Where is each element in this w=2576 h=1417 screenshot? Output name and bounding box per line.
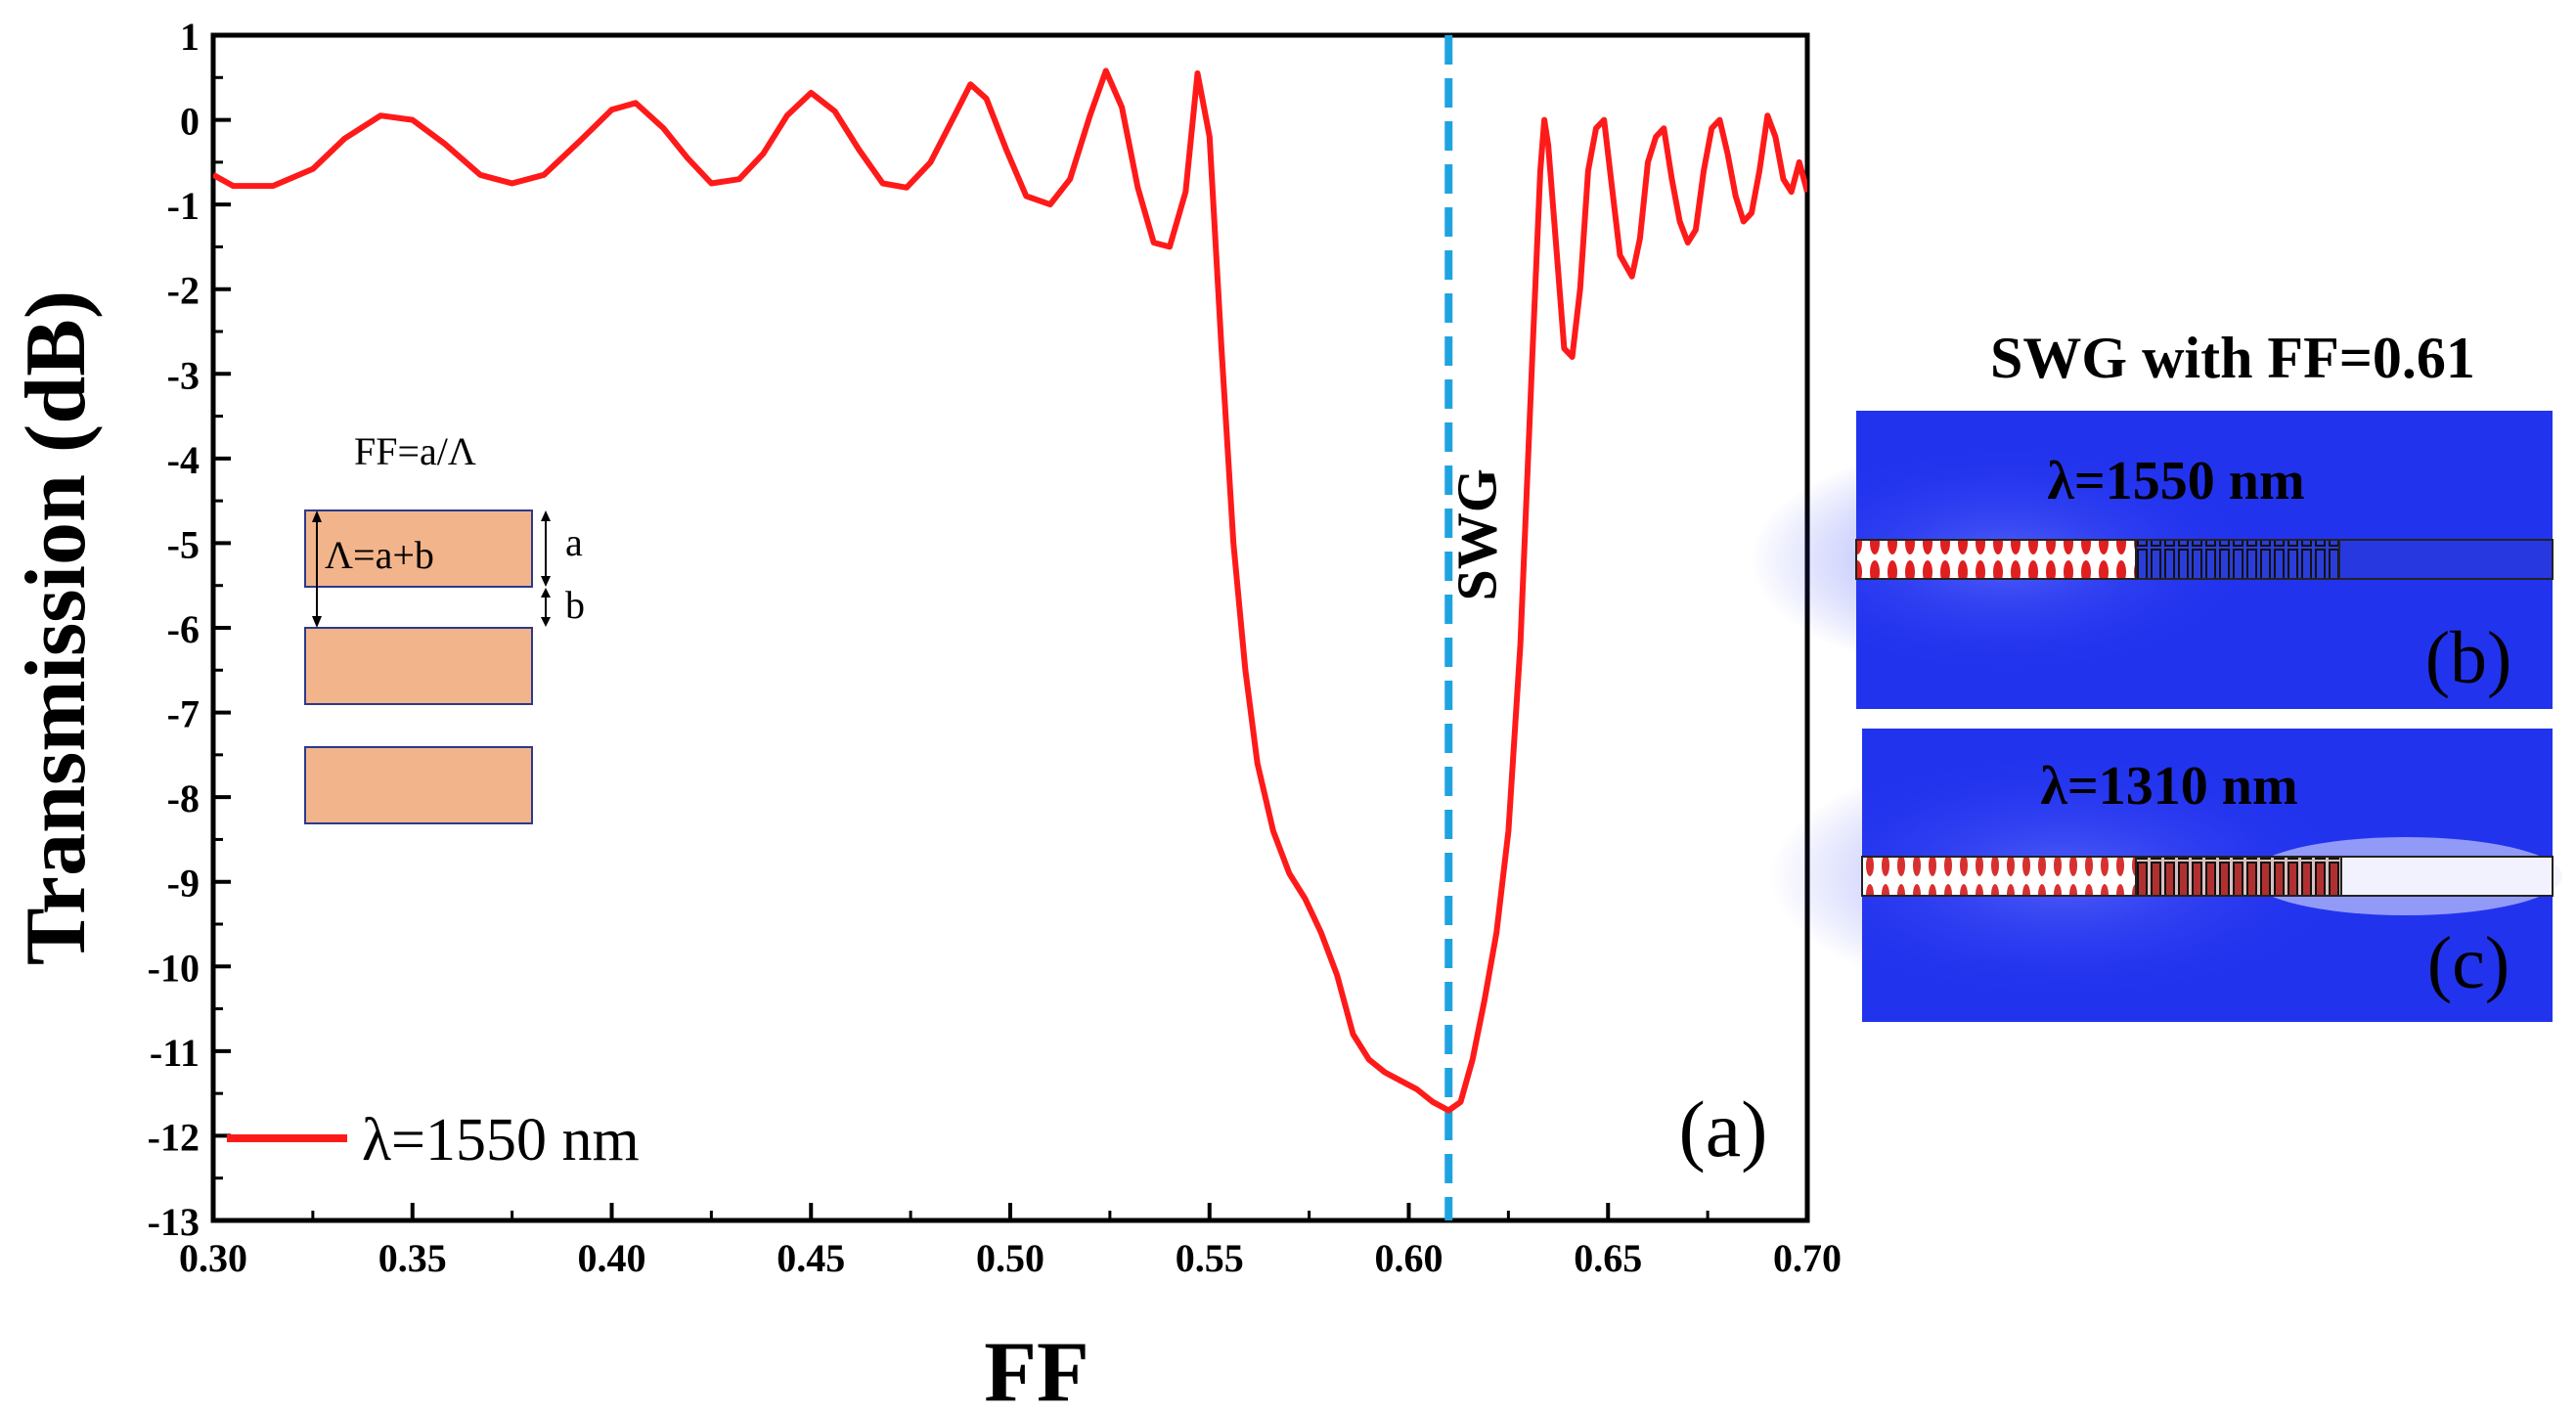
x-tick-label: 0.70 <box>1773 1236 1842 1280</box>
x-axis-label: FF <box>984 1325 1089 1417</box>
y-tick-label: 0 <box>180 100 200 144</box>
panel-label-c: (c) <box>2427 922 2509 1004</box>
x-tick-label: 0.45 <box>777 1236 845 1280</box>
y-tick-label: -12 <box>148 1115 200 1159</box>
y-tick-label: -10 <box>148 946 200 990</box>
block-1 <box>304 509 533 588</box>
field-map-c-waveguide-in <box>1861 856 2137 897</box>
b-arrow-head-top <box>541 588 551 598</box>
x-tick-label: 0.55 <box>1176 1236 1244 1280</box>
block-3 <box>304 746 533 824</box>
y-tick-label: -13 <box>148 1200 200 1244</box>
panel-label-a: (a) <box>1678 1085 1767 1173</box>
period-label: Λ=a+b <box>325 533 434 577</box>
y-tick-label: -11 <box>150 1031 200 1075</box>
b-arrow-head-bottom <box>541 617 551 627</box>
y-tick-label: -7 <box>167 692 200 736</box>
y-tick-labels: 1 0 -1 -2 -3 -4 -5 -6 -7 -8 -9 -10 -11 -12 -13 <box>148 15 200 1244</box>
period-schematic: FF=a/Λ Λ=a+b a b <box>304 429 585 824</box>
a-arrow-head-bottom <box>541 576 551 587</box>
inset-formula: FF=a/Λ <box>354 429 476 473</box>
block-2 <box>304 627 533 705</box>
y-tick-label: -9 <box>167 862 200 906</box>
x-tick-label: 0.65 <box>1574 1236 1642 1280</box>
y-tick-label: 1 <box>180 15 200 59</box>
y-tick-label: -4 <box>167 438 200 482</box>
legend: λ=1550 nm <box>227 1107 640 1173</box>
field-map-c-wavelength: λ=1310 nm <box>2040 756 2297 817</box>
field-map-b-waveguide-in <box>1855 539 2137 580</box>
y-tick-label: -1 <box>167 184 200 228</box>
right-panels-title: SWG with FF=0.61 <box>1990 326 2475 390</box>
y-tick-label: -3 <box>167 353 200 397</box>
swg-marker-label: SWG <box>1444 468 1508 600</box>
panel-label-b: (b) <box>2425 617 2512 699</box>
field-map-c-grating <box>2135 856 2342 897</box>
field-map-b-waveguide-out <box>2338 539 2554 580</box>
x-tick-label: 0.60 <box>1375 1236 1443 1280</box>
y-tick-label: -5 <box>167 522 200 566</box>
series-line-1550nm <box>213 67 1807 1114</box>
field-map-b-grating <box>2135 539 2340 580</box>
field-map-b: λ=1550 nm (b) <box>1751 411 2554 709</box>
y-tick-label: -2 <box>167 269 200 313</box>
y-tick-label: -6 <box>167 607 200 651</box>
y-axis-label: Transmission (dB) <box>9 290 104 965</box>
x-tick-label: 0.30 <box>179 1236 247 1280</box>
legend-label: λ=1550 nm <box>362 1107 640 1173</box>
field-map-c: λ=1310 nm (c) <box>1770 729 2562 1022</box>
x-tick-label: 0.40 <box>578 1236 646 1280</box>
b-label: b <box>565 583 585 627</box>
x-tick-label: 0.50 <box>976 1236 1044 1280</box>
field-map-c-waveguide-out <box>2340 856 2554 897</box>
y-tick-label: -8 <box>167 776 200 820</box>
x-tick-label: 0.35 <box>378 1236 447 1280</box>
period-arrow-head-bottom <box>312 616 322 628</box>
a-arrow-head-top <box>541 510 551 521</box>
x-tick-labels: 0.30 0.35 0.40 0.45 0.50 0.55 0.60 0.65 0.70 <box>179 1236 1842 1280</box>
field-map-b-wavelength: λ=1550 nm <box>2047 451 2304 511</box>
a-label: a <box>565 520 583 564</box>
period-arrow-head-top <box>312 510 322 522</box>
